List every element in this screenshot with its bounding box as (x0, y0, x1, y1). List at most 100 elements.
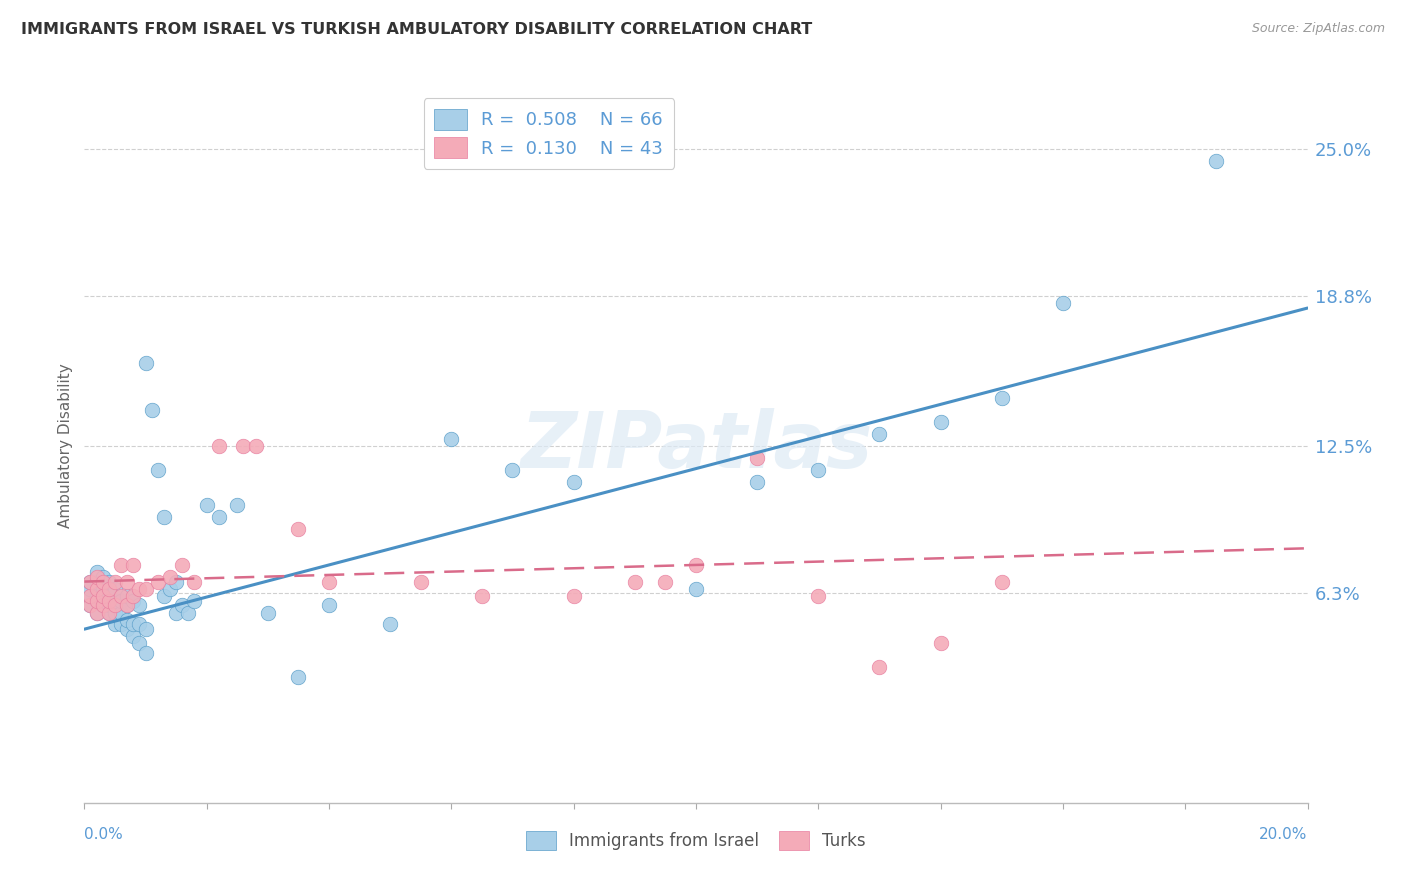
Point (165, 574, 187, 589)
Point (91, 599, 114, 613)
Point (91, 599, 114, 613)
Point (1205, 153, 1227, 168)
Point (115, 574, 138, 589)
Point (97, 582, 120, 596)
Point (685, 558, 707, 572)
Point (153, 510, 176, 524)
Text: 20.0%: 20.0% (1260, 827, 1308, 841)
Point (97, 582, 120, 596)
Point (97, 599, 120, 613)
Point (991, 392, 1014, 406)
Point (128, 617, 150, 632)
Point (91, 582, 114, 596)
Point (86, 589, 108, 603)
Y-axis label: Ambulatory Disability: Ambulatory Disability (58, 364, 73, 528)
Point (86, 593, 108, 607)
Point (91, 570, 114, 584)
Point (79, 574, 101, 589)
Point (135, 356, 157, 370)
Point (208, 510, 231, 524)
Point (159, 582, 181, 596)
Point (195, 499, 218, 513)
Point (146, 574, 169, 589)
Point (110, 593, 132, 607)
Point (91, 574, 114, 589)
Point (79, 589, 101, 603)
Point (287, 670, 309, 684)
Point (115, 613, 138, 627)
Point (685, 582, 707, 596)
Point (869, 427, 891, 442)
Point (122, 589, 145, 603)
Point (97, 606, 120, 620)
Point (110, 606, 132, 620)
Point (135, 646, 157, 660)
Point (257, 606, 280, 620)
Point (104, 599, 127, 613)
Point (135, 582, 157, 596)
Point (110, 617, 132, 632)
Point (122, 593, 145, 607)
Text: IMMIGRANTS FROM ISRAEL VS TURKISH AMBULATORY DISABILITY CORRELATION CHART: IMMIGRANTS FROM ISRAEL VS TURKISH AMBULA… (21, 22, 813, 37)
Point (122, 558, 145, 572)
Point (245, 439, 267, 453)
Point (104, 606, 127, 620)
Point (1052, 296, 1074, 310)
Point (104, 593, 127, 607)
Point (502, 463, 524, 477)
Point (624, 574, 647, 589)
Point (165, 606, 187, 620)
Point (79, 574, 101, 589)
Text: ZIPatlas: ZIPatlas (520, 408, 872, 484)
Point (128, 599, 150, 613)
Point (86, 606, 108, 620)
Point (208, 439, 231, 453)
Point (110, 558, 132, 572)
Text: Source: ZipAtlas.com: Source: ZipAtlas.com (1251, 22, 1385, 36)
Point (991, 574, 1014, 589)
Point (115, 599, 138, 613)
Point (869, 660, 891, 674)
Point (79, 599, 101, 613)
Point (110, 589, 132, 603)
Point (128, 582, 150, 596)
Point (91, 589, 114, 603)
Text: 0.0%: 0.0% (84, 827, 124, 841)
Point (135, 622, 157, 636)
Point (141, 403, 163, 417)
Point (79, 582, 101, 596)
Point (747, 450, 769, 465)
Point (97, 606, 120, 620)
Point (471, 589, 494, 603)
Point (172, 558, 194, 572)
Point (562, 475, 585, 489)
Point (153, 589, 176, 603)
Point (79, 589, 101, 603)
Point (159, 570, 181, 584)
Point (97, 593, 120, 607)
Point (183, 593, 205, 607)
Point (146, 463, 169, 477)
Point (86, 574, 108, 589)
Point (318, 599, 340, 613)
Point (97, 574, 120, 589)
Point (440, 432, 463, 446)
Point (79, 599, 101, 613)
Point (91, 589, 114, 603)
Point (183, 574, 205, 589)
Point (747, 475, 769, 489)
Point (86, 570, 108, 584)
Point (86, 606, 108, 620)
Legend: Immigrants from Israel, Turks: Immigrants from Israel, Turks (517, 822, 875, 859)
Point (104, 617, 127, 632)
Point (380, 617, 402, 632)
Point (86, 593, 108, 607)
Point (929, 415, 952, 429)
Point (172, 599, 194, 613)
Point (97, 589, 120, 603)
Point (807, 463, 830, 477)
Point (318, 574, 340, 589)
Point (929, 636, 952, 650)
Point (115, 599, 138, 613)
Point (287, 522, 309, 536)
